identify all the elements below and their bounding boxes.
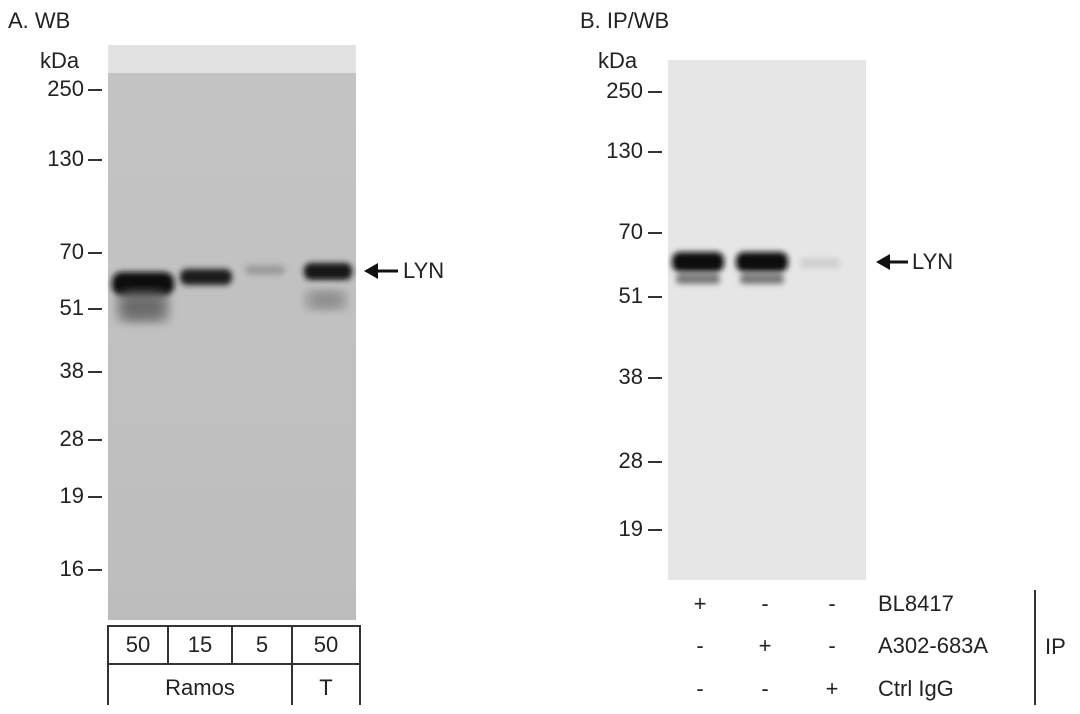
ip-sign: +	[826, 676, 839, 701]
marker-label: 130	[47, 146, 84, 171]
marker-label: 28	[60, 426, 84, 451]
ip-sign: -	[696, 633, 703, 658]
blot-top	[108, 45, 356, 73]
ip-sign: -	[696, 676, 703, 701]
target-arrow	[876, 254, 908, 270]
marker-label: 38	[60, 358, 84, 383]
ip-row-label: Ctrl IgG	[878, 676, 954, 701]
ip-label: IP	[1045, 634, 1066, 659]
marker-label: 250	[47, 76, 84, 101]
bands	[112, 263, 352, 322]
blot-membrane	[668, 60, 866, 580]
lane-load: 50	[314, 632, 338, 657]
ip-sign: -	[761, 676, 768, 701]
marker-label: 19	[60, 483, 84, 508]
ip-row-label: BL8417	[878, 591, 954, 616]
marker-label: 130	[606, 138, 643, 163]
target-arrow	[364, 263, 398, 279]
marker-label: 38	[619, 364, 643, 389]
target-label: LYN	[403, 258, 444, 283]
marker-label: 51	[619, 283, 643, 308]
ip-sign: +	[759, 633, 772, 658]
panel-a: A. WB kDa LYN	[8, 8, 444, 705]
marker-label: 28	[619, 448, 643, 473]
lane-load: 15	[188, 632, 212, 657]
ip-sign: +	[694, 591, 707, 616]
unit-label: kDa	[598, 48, 638, 73]
panel-b: B. IP/WB kDa LYN IP	[580, 8, 1066, 705]
ip-sign: -	[828, 591, 835, 616]
bands	[672, 252, 840, 284]
lane-load: 5	[256, 632, 268, 657]
lane-table	[107, 625, 361, 665]
panel-title: B. IP/WB	[580, 8, 669, 33]
marker-label: 16	[60, 556, 84, 581]
marker-label: 19	[619, 516, 643, 541]
lane-load: 50	[126, 632, 150, 657]
ip-sign: -	[828, 633, 835, 658]
ip-row-label: A302-683A	[878, 633, 988, 658]
marker-label: 70	[60, 239, 84, 264]
blot-membrane	[108, 45, 356, 620]
marker-label: 70	[619, 219, 643, 244]
ip-sign: -	[761, 591, 768, 616]
unit-label: kDa	[40, 48, 80, 73]
marker-label: 250	[606, 78, 643, 103]
panel-title: A. WB	[8, 8, 70, 33]
cell-line: Ramos	[165, 675, 235, 700]
cell-line: T	[319, 675, 332, 700]
marker-label: 51	[60, 295, 84, 320]
target-label: LYN	[912, 249, 953, 274]
